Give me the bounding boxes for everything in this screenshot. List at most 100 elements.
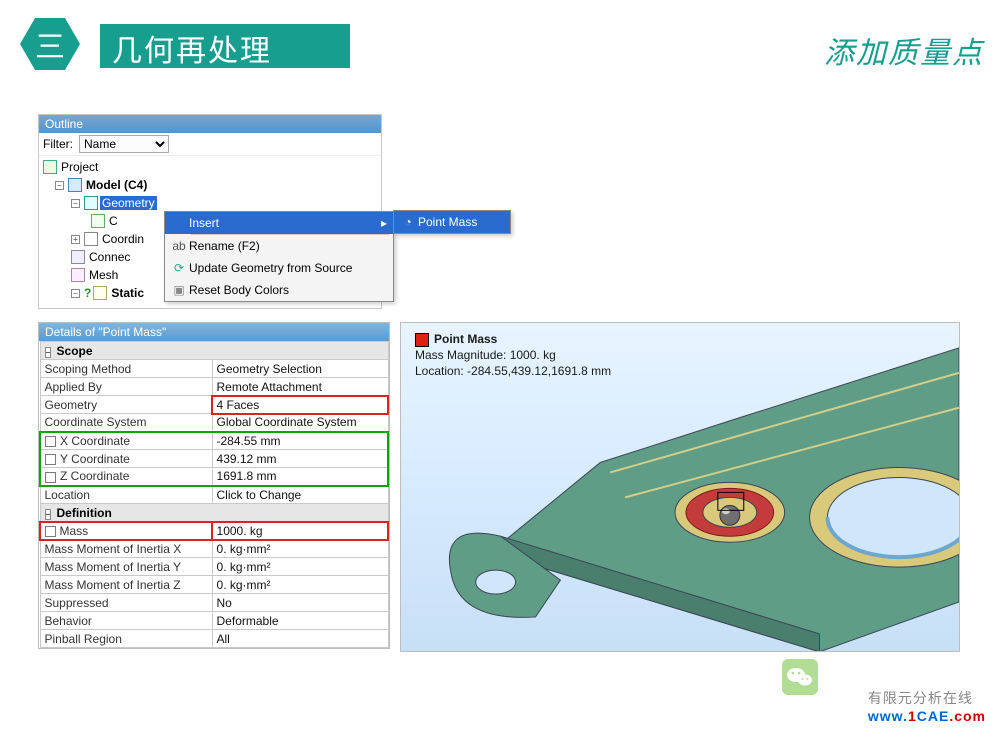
outline-title: Outline bbox=[39, 115, 381, 133]
tree-label: Project bbox=[59, 160, 100, 174]
rename-icon: ab bbox=[169, 239, 189, 253]
prop-val[interactable]: 1691.8 mm bbox=[212, 468, 388, 486]
tree-project[interactable]: Project bbox=[43, 158, 377, 176]
slide-subtitle: 添加质量点 bbox=[824, 28, 984, 72]
prop-key: Geometry bbox=[40, 396, 212, 414]
slide-header: 三 几何再处理 添加质量点 bbox=[0, 8, 1000, 68]
ctx-label: Point Mass bbox=[418, 215, 477, 229]
checkbox-icon[interactable] bbox=[45, 436, 56, 447]
collapse-icon[interactable]: − bbox=[45, 509, 52, 520]
ctx-reset-colors[interactable]: ▣ Reset Body Colors bbox=[165, 279, 393, 301]
prop-val[interactable]: Deformable bbox=[212, 612, 388, 630]
prop-val[interactable]: 4 Faces bbox=[212, 396, 388, 414]
prop-val[interactable]: 1000. kg bbox=[212, 522, 388, 540]
coord-icon bbox=[84, 232, 98, 246]
tree-label: Mesh bbox=[87, 268, 120, 282]
ctx-update-geometry[interactable]: ⟳ Update Geometry from Source bbox=[165, 257, 393, 279]
collapse-icon[interactable]: − bbox=[71, 289, 80, 298]
prop-val[interactable]: Remote Attachment bbox=[212, 378, 388, 396]
details-title: Details of "Point Mass" bbox=[39, 323, 389, 341]
collapse-icon[interactable]: − bbox=[45, 347, 52, 358]
watermark-url: 1 bbox=[908, 708, 917, 724]
prop-key: X Coordinate bbox=[60, 434, 130, 448]
filter-select[interactable]: Name bbox=[79, 135, 169, 153]
ctx-label: Rename (F2) bbox=[189, 239, 260, 253]
ctx-label: Update Geometry from Source bbox=[189, 261, 352, 275]
watermark: 有限元分析在线 www.1CAE.com bbox=[868, 688, 986, 724]
row-scoping-method[interactable]: Scoping MethodGeometry Selection bbox=[40, 360, 388, 378]
prop-val[interactable]: No bbox=[212, 594, 388, 612]
row-mass[interactable]: Mass 1000. kg bbox=[40, 522, 388, 540]
mesh-icon bbox=[71, 268, 85, 282]
refresh-icon: ⟳ bbox=[169, 261, 189, 275]
row-suppressed[interactable]: SuppressedNo bbox=[40, 594, 388, 612]
prop-key: Location bbox=[40, 486, 212, 504]
prop-val[interactable]: -284.55 mm bbox=[212, 432, 388, 450]
expand-icon[interactable]: + bbox=[71, 235, 80, 244]
tree-label: C bbox=[107, 214, 120, 228]
context-submenu[interactable]: ◔ Point Mass bbox=[393, 210, 511, 234]
graphics-viewport[interactable]: Point Mass Mass Magnitude: 1000. kg Loca… bbox=[400, 322, 960, 652]
row-behavior[interactable]: BehaviorDeformable bbox=[40, 612, 388, 630]
checkbox-icon[interactable] bbox=[45, 526, 56, 537]
watermark-url: .com bbox=[949, 708, 986, 724]
connections-icon bbox=[71, 250, 85, 264]
prop-val[interactable]: Global Coordinate System bbox=[212, 414, 388, 432]
prop-key: Pinball Region bbox=[40, 630, 212, 648]
group-definition[interactable]: − Definition bbox=[40, 504, 388, 522]
model-icon bbox=[68, 178, 82, 192]
ear-hole bbox=[476, 570, 516, 594]
tree-geometry[interactable]: − Geometry bbox=[43, 194, 377, 212]
row-mmi-z[interactable]: Mass Moment of Inertia Z0. kg·mm² bbox=[40, 576, 388, 594]
filter-row: Filter: Name bbox=[39, 133, 381, 156]
geometry-icon bbox=[84, 196, 98, 210]
collapse-icon[interactable]: − bbox=[71, 199, 80, 208]
row-z-coord[interactable]: Z Coordinate 1691.8 mm bbox=[40, 468, 388, 486]
details-table[interactable]: − Scope Scoping MethodGeometry Selection… bbox=[39, 341, 389, 648]
filter-label: Filter: bbox=[43, 137, 73, 151]
row-location[interactable]: LocationClick to Change bbox=[40, 486, 388, 504]
sphere-highlight bbox=[722, 508, 730, 514]
row-y-coord[interactable]: Y Coordinate 439.12 mm bbox=[40, 450, 388, 468]
prop-key: Scoping Method bbox=[40, 360, 212, 378]
prop-val[interactable]: Click to Change bbox=[212, 486, 388, 504]
checkbox-icon[interactable] bbox=[45, 472, 56, 483]
row-pinball[interactable]: Pinball RegionAll bbox=[40, 630, 388, 648]
collapse-icon[interactable]: − bbox=[55, 181, 64, 190]
prop-val[interactable]: All bbox=[212, 630, 388, 648]
ctx-insert[interactable]: Insert ▸ bbox=[165, 212, 393, 234]
ctx-point-mass[interactable]: ◔ Point Mass bbox=[394, 211, 510, 233]
prop-key: Y Coordinate bbox=[60, 452, 130, 466]
prop-val[interactable]: Geometry Selection bbox=[212, 360, 388, 378]
prop-val[interactable]: 0. kg·mm² bbox=[212, 540, 388, 558]
prop-key: Suppressed bbox=[40, 594, 212, 612]
tree-label: Coordin bbox=[100, 232, 146, 246]
tree-model[interactable]: − Model (C4) bbox=[43, 176, 377, 194]
tree-label: Static bbox=[109, 286, 146, 300]
prop-key: Z Coordinate bbox=[60, 469, 129, 483]
question-icon: ? bbox=[84, 286, 91, 300]
prop-val[interactable]: 0. kg·mm² bbox=[212, 558, 388, 576]
slide-number-hexagon: 三 bbox=[20, 18, 80, 70]
ctx-rename[interactable]: ab Rename (F2) bbox=[165, 235, 393, 257]
prop-val[interactable]: 439.12 mm bbox=[212, 450, 388, 468]
row-coord-system[interactable]: Coordinate SystemGlobal Coordinate Syste… bbox=[40, 414, 388, 432]
group-scope[interactable]: − Scope bbox=[40, 342, 388, 360]
prop-val[interactable]: 0. kg·mm² bbox=[212, 576, 388, 594]
chevron-right-icon: ▸ bbox=[381, 216, 387, 230]
watermark-url: www. bbox=[868, 708, 908, 724]
row-mmi-y[interactable]: Mass Moment of Inertia Y0. kg·mm² bbox=[40, 558, 388, 576]
watermark-url: CAE bbox=[917, 708, 950, 724]
prop-key: Mass bbox=[60, 524, 89, 538]
prop-key: Coordinate System bbox=[40, 414, 212, 432]
row-x-coord[interactable]: X Coordinate -284.55 mm bbox=[40, 432, 388, 450]
row-applied-by[interactable]: Applied ByRemote Attachment bbox=[40, 378, 388, 396]
row-mmi-x[interactable]: Mass Moment of Inertia X0. kg·mm² bbox=[40, 540, 388, 558]
context-menu[interactable]: Insert ▸ ab Rename (F2) ⟳ Update Geometr… bbox=[164, 211, 394, 302]
prop-key: Applied By bbox=[40, 378, 212, 396]
row-geometry[interactable]: Geometry4 Faces bbox=[40, 396, 388, 414]
group-label: Scope bbox=[57, 344, 93, 358]
wechat-glyph bbox=[787, 666, 813, 688]
watermark-text: 有限元分析在线 bbox=[868, 690, 973, 706]
checkbox-icon[interactable] bbox=[45, 454, 56, 465]
